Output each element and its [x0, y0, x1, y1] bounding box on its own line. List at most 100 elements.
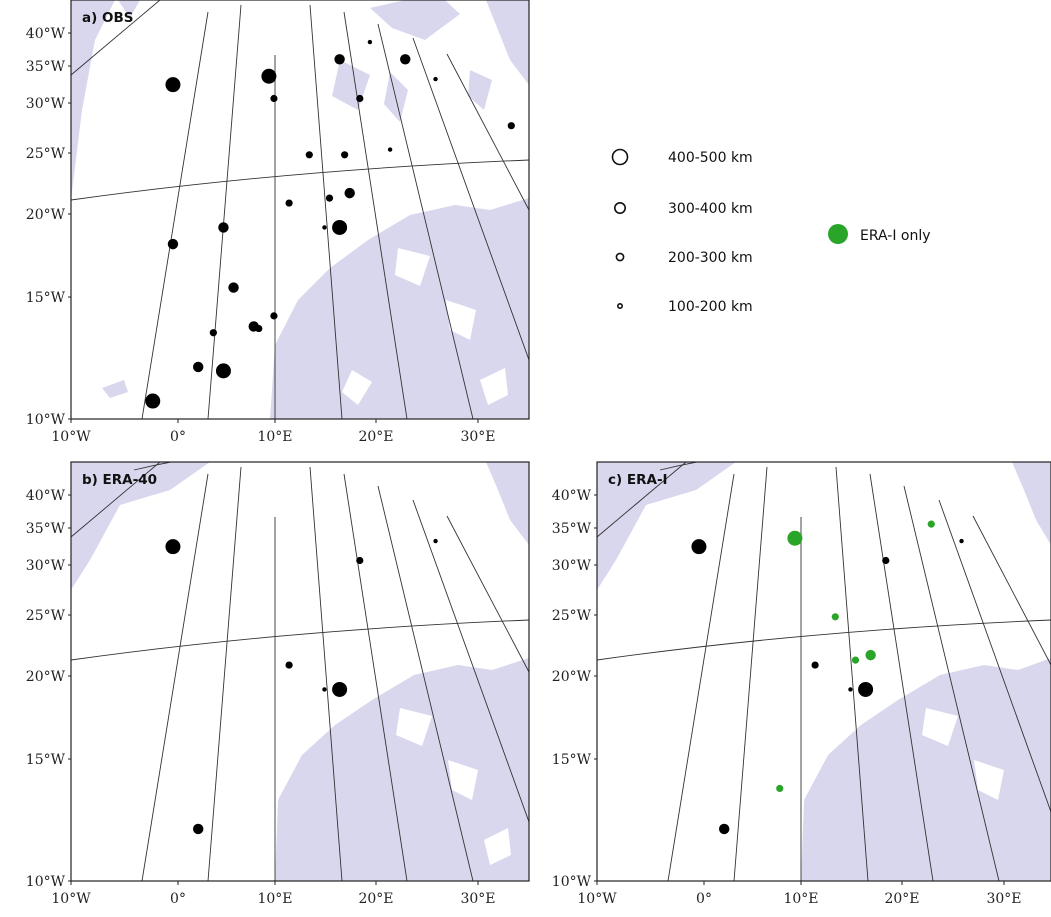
land-masses	[71, 462, 529, 881]
polar-low-point	[332, 219, 348, 235]
y-tick-label: 20°W	[26, 669, 66, 685]
era-i-only-point	[865, 649, 876, 661]
y-tick-label: 25°W	[26, 146, 66, 162]
x-tick-label: 10°E	[783, 891, 818, 907]
x-tick-label: 0°	[170, 891, 186, 907]
polar-low-point	[325, 194, 334, 202]
panel-c-title: c) ERA-I	[608, 472, 668, 488]
panel-c-frame	[596, 461, 1051, 882]
era-i-only-point	[851, 656, 860, 664]
ocean-inlets	[396, 708, 511, 865]
polar-low-point	[433, 538, 438, 544]
polar-low-point	[228, 282, 239, 293]
polar-low-point	[322, 225, 327, 230]
legend-size-marker	[615, 252, 625, 262]
legend-size-label: 300-400 km	[668, 201, 753, 217]
panel-c-y-axis: 40°W 35°W 30°W 25°W 20°W 15°W 10°W	[552, 488, 597, 890]
panel-c-map	[597, 462, 1051, 881]
polar-low-point	[255, 324, 263, 333]
y-tick-label: 10°W	[26, 412, 66, 428]
y-tick-label: 40°W	[26, 488, 66, 504]
panel-b-markers	[165, 538, 438, 835]
y-tick-label: 15°W	[26, 752, 66, 768]
polar-low-point	[305, 151, 313, 159]
polar-low-point	[344, 187, 355, 199]
y-tick-label: 10°W	[552, 874, 592, 890]
panel-a-map	[71, 0, 529, 419]
polar-low-point	[167, 238, 179, 250]
panel-b: b) ERA-40 40°W 35°W 30°W 25°W 20°W 15°W 10°W 1…	[26, 461, 530, 907]
graticule	[71, 462, 529, 881]
panel-b-x-axis: 10°W 0° 10°E 20°E 30°E	[51, 881, 496, 907]
polar-low-point	[719, 823, 730, 835]
panel-c-x-axis: 10°W 0° 10°E 20°E 30°E	[577, 881, 1022, 907]
polar-low-point	[285, 199, 293, 207]
y-tick-label: 10°W	[26, 874, 66, 890]
polar-low-point	[165, 539, 181, 555]
panel-a-x-axis: 10°W 0° 10°E 20°E 30°E	[51, 419, 496, 445]
graticule	[71, 0, 529, 419]
polar-low-point	[356, 556, 364, 565]
y-tick-label: 15°W	[552, 752, 592, 768]
y-tick-label: 40°W	[552, 488, 592, 504]
polar-low-point	[811, 661, 819, 669]
x-tick-label: 30°E	[986, 891, 1021, 907]
legend-green-label: ERA-I only	[860, 228, 931, 244]
legend-size-label: 100-200 km	[668, 299, 753, 315]
panel-c: c) ERA-I 40°W 35°W 30°W 25°W 20°W 15°W 10°W 10…	[552, 461, 1051, 907]
legend-size-marker	[611, 148, 629, 166]
polar-low-point	[285, 661, 293, 669]
panel-a-frame	[70, 0, 530, 420]
x-tick-label: 0°	[696, 891, 712, 907]
polar-low-point	[387, 147, 393, 152]
panel-b-title: b) ERA-40	[82, 472, 157, 488]
polar-low-point	[356, 94, 364, 103]
panel-b-y-axis: 40°W 35°W 30°W 25°W 20°W 15°W 10°W	[26, 488, 71, 890]
x-tick-label: 30°E	[460, 429, 495, 445]
panel-b-frame	[70, 461, 530, 882]
y-tick-label: 25°W	[26, 608, 66, 624]
x-tick-label: 0°	[170, 429, 186, 445]
y-tick-label: 30°W	[26, 96, 66, 112]
polar-low-point	[270, 312, 278, 320]
y-tick-label: 20°W	[26, 207, 66, 223]
polar-low-point	[209, 329, 217, 337]
polar-low-point	[145, 393, 161, 409]
polar-low-point	[334, 54, 345, 65]
polar-low-point	[193, 823, 204, 835]
ocean-inlets	[922, 708, 1004, 800]
era-i-only-point	[776, 784, 784, 793]
x-tick-label: 10°W	[577, 891, 617, 907]
land-masses	[597, 462, 1051, 881]
legend-size-label: 400-500 km	[668, 150, 753, 166]
polar-low-point	[433, 76, 438, 82]
y-tick-label: 15°W	[26, 290, 66, 306]
polar-low-point	[332, 681, 348, 697]
graticule	[597, 462, 1051, 881]
y-tick-label: 20°W	[552, 669, 592, 685]
legend-size-label: 200-300 km	[668, 250, 753, 266]
polar-low-point	[367, 39, 373, 45]
polar-low-point	[218, 222, 229, 233]
polar-low-point	[858, 681, 874, 697]
polar-low-point	[882, 556, 890, 565]
land-masses	[71, 0, 529, 419]
polar-low-point	[215, 363, 231, 379]
y-tick-label: 40°W	[26, 26, 66, 42]
legend-size-classes: 400-500 km 300-400 km 200-300 km 100-200 km	[611, 148, 753, 315]
x-tick-label: 10°E	[257, 429, 292, 445]
panel-c-markers	[691, 520, 964, 835]
y-tick-label: 35°W	[552, 521, 592, 537]
x-tick-label: 20°E	[884, 891, 919, 907]
x-tick-label: 20°E	[358, 429, 393, 445]
polar-low-point	[322, 687, 327, 692]
x-tick-label: 30°E	[460, 891, 495, 907]
panel-a-markers	[145, 39, 515, 409]
y-tick-label: 25°W	[552, 608, 592, 624]
y-tick-label: 35°W	[26, 59, 66, 75]
polar-low-point	[959, 538, 964, 544]
x-tick-label: 20°E	[358, 891, 393, 907]
ocean-inlets	[342, 248, 508, 405]
panel-a: a) OBS 40°W 35°W 30°W 25°W 20°W 15°W 10°W 10°W…	[26, 0, 530, 445]
